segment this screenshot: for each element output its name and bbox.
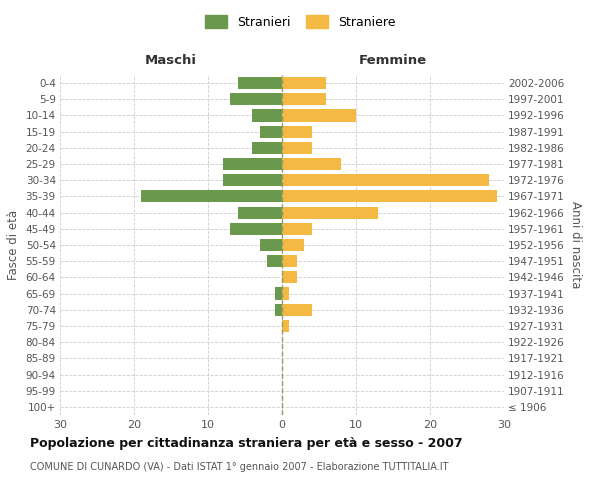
Bar: [282, 320, 289, 332]
Bar: [230, 222, 282, 235]
Bar: [282, 288, 289, 300]
Bar: [282, 158, 341, 170]
Bar: [282, 142, 311, 154]
Text: COMUNE DI CUNARDO (VA) - Dati ISTAT 1° gennaio 2007 - Elaborazione TUTTITALIA.IT: COMUNE DI CUNARDO (VA) - Dati ISTAT 1° g…: [30, 462, 449, 472]
Bar: [260, 126, 282, 138]
Bar: [282, 222, 311, 235]
Text: Popolazione per cittadinanza straniera per età e sesso - 2007: Popolazione per cittadinanza straniera p…: [30, 438, 463, 450]
Bar: [142, 190, 282, 202]
Legend: Stranieri, Straniere: Stranieri, Straniere: [201, 11, 399, 32]
Bar: [253, 142, 282, 154]
Bar: [282, 206, 378, 218]
Bar: [275, 288, 282, 300]
Bar: [282, 272, 297, 283]
Text: Maschi: Maschi: [145, 54, 197, 68]
Bar: [282, 110, 356, 122]
Bar: [230, 93, 282, 106]
Y-axis label: Anni di nascita: Anni di nascita: [569, 202, 581, 288]
Bar: [238, 77, 282, 89]
Bar: [260, 239, 282, 251]
Bar: [282, 239, 304, 251]
Bar: [282, 93, 326, 106]
Bar: [282, 190, 497, 202]
Bar: [282, 77, 326, 89]
Bar: [238, 206, 282, 218]
Bar: [282, 255, 297, 268]
Bar: [223, 158, 282, 170]
Bar: [223, 174, 282, 186]
Bar: [267, 255, 282, 268]
Bar: [282, 126, 311, 138]
Bar: [253, 110, 282, 122]
Bar: [275, 304, 282, 316]
Bar: [282, 304, 311, 316]
Bar: [282, 174, 489, 186]
Text: Femmine: Femmine: [359, 54, 427, 68]
Y-axis label: Fasce di età: Fasce di età: [7, 210, 20, 280]
